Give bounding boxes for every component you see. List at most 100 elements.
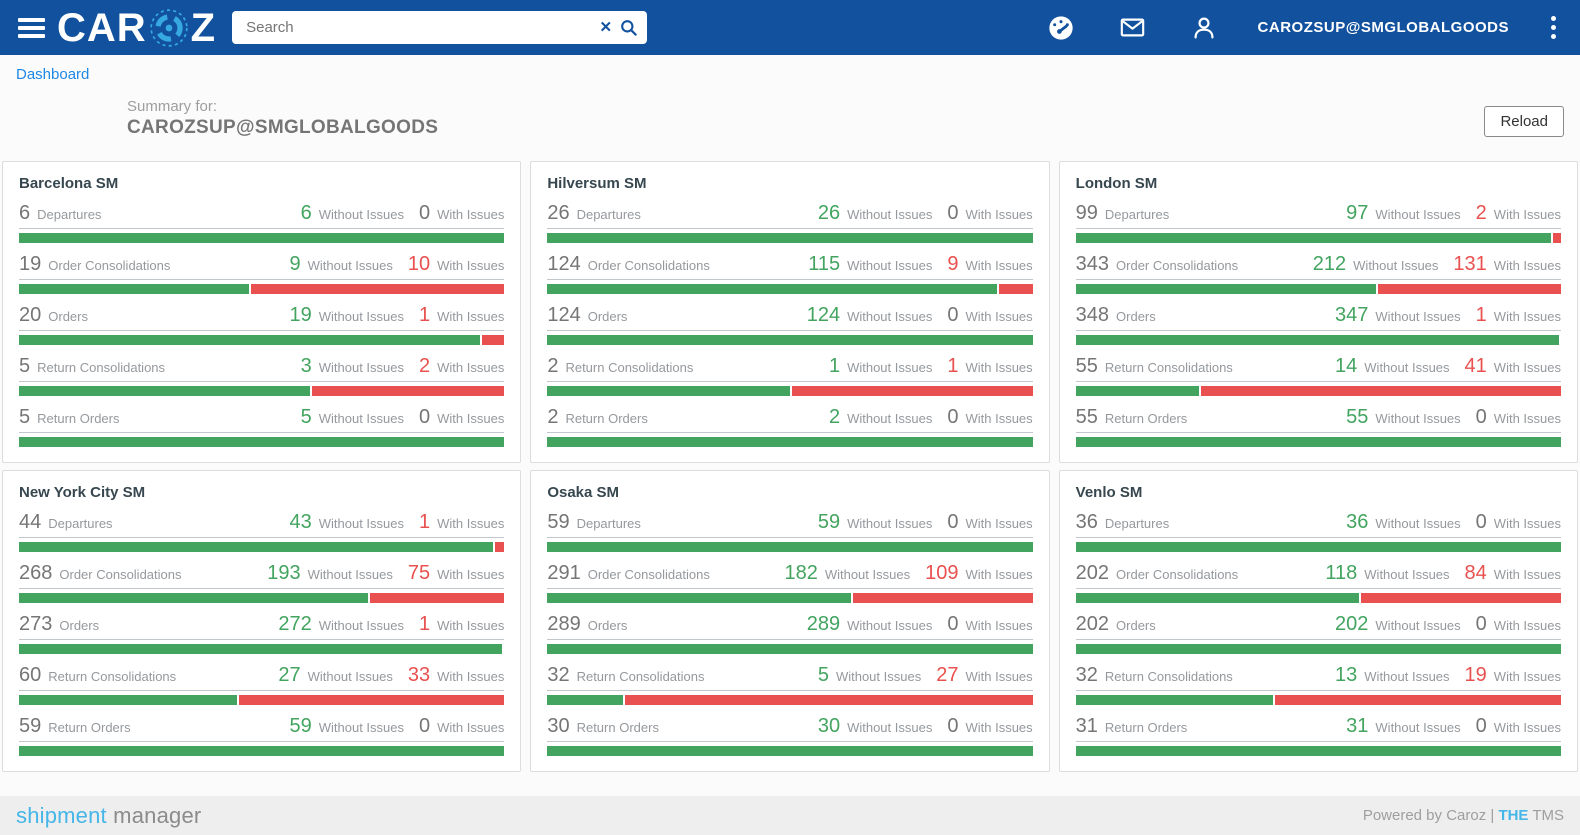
without-issues-count: 1 [828,355,841,377]
card-title: Hilversum SM [547,175,647,192]
metric-left: 32 Return Consolidations [1076,664,1233,688]
kebab-menu-icon[interactable] [1545,14,1562,41]
without-issues-count: 30 [817,715,841,737]
without-issues-label: Without Issues [847,618,933,633]
with-issues-label: With Issues [965,207,1033,222]
metric-right: 2 Without Issues 0 With Issues [829,406,1033,430]
search-input[interactable] [244,18,600,37]
with-issues-label: With Issues [1493,618,1561,633]
metric-left: 36 Departures [1076,511,1170,535]
with-issues-label: With Issues [965,360,1033,375]
without-issues-label: Without Issues [318,618,405,633]
with-issues-count: 1 [419,613,431,635]
metric-left: 26 Departures [547,202,641,226]
without-issues-label: Without Issues [1353,258,1439,273]
with-issues-label: With Issues [1493,411,1561,426]
metric-label: Orders [1116,618,1156,633]
metric-row: 32 Return Consolidations 5 Without Issue… [547,664,1033,705]
bar-with-issues [495,542,505,552]
metric-right: 9 Without Issues 10 With Issues [290,253,505,277]
metric-row: 36 Departures 36 Without Issues 0 With I… [1075,511,1561,552]
with-issues-label: With Issues [965,258,1033,273]
row-divider [547,228,1033,229]
without-issues-label: Without Issues [1364,669,1450,684]
metric-left: 202 Orders [1076,613,1156,637]
with-issues-count: 109 [925,562,959,584]
breadcrumb-dashboard-link[interactable]: Dashboard [16,66,90,83]
metric-right: 182 Without Issues 109 With Issues [784,562,1032,586]
metric-right: 289 Without Issues 0 With Issues [807,613,1033,637]
card-rows: 44 Departures 43 Without Issues 1 With I… [19,511,505,756]
progress-bar [1075,335,1561,345]
with-issues-count: 1 [1475,304,1487,326]
metric-left: 5 Return Consolidations [19,355,165,379]
without-issues-label: Without Issues [847,411,933,426]
metric-text: 32 Return Consolidations 13 Without Issu… [1076,664,1561,688]
summary-card: Osaka SM 59 Departures 59 Without Issues… [530,470,1050,772]
with-issues-label: With Issues [437,258,505,273]
metric-right: 115 Without Issues 9 With Issues [808,253,1032,277]
caroz-logo[interactable]: CAR Z [57,7,216,49]
metric-left: 273 Orders [19,613,99,637]
metric-left: 2 Return Consolidations [547,355,693,379]
bar-without-issues [547,644,1033,654]
row-divider [1075,537,1561,538]
metric-right: 30 Without Issues 0 With Issues [818,715,1033,739]
with-issues-count: 84 [1464,562,1487,584]
metric-text: 2 Return Consolidations 1 Without Issues… [547,355,1032,379]
mail-icon[interactable] [1119,14,1146,41]
bar-without-issues [1075,284,1376,294]
without-issues-count: 202 [1335,613,1369,635]
metric-count: 32 [547,664,570,686]
metric-text: 55 Return Orders 55 Without Issues 0 Wit… [1076,406,1561,430]
metric-row: 2 Return Orders 2 Without Issues 0 With … [547,406,1033,447]
bar-with-issues [1274,695,1561,705]
metric-left: 32 Return Consolidations [547,664,704,688]
bar-without-issues [1075,386,1200,396]
metric-right: 193 Without Issues 75 With Issues [267,562,504,586]
metric-left: 348 Orders [1076,304,1156,328]
metric-right: 55 Without Issues 0 With Issues [1346,406,1561,430]
with-issues-label: With Issues [437,567,505,582]
metric-count: 124 [547,253,581,275]
metric-right: 212 Without Issues 131 With Issues [1313,253,1561,277]
navbar-right-group: CAROZSUP@SMGLOBALGOODS [1003,14,1562,42]
bar-without-issues [19,386,311,396]
without-issues-label: Without Issues [318,360,405,375]
bar-with-issues [370,593,505,603]
metric-count: 36 [1075,511,1098,533]
bar-without-issues [19,437,505,447]
user-email[interactable]: CAROZSUP@SMGLOBALGOODS [1257,19,1509,36]
summary-card: Hilversum SM 26 Departures 26 Without Is… [530,161,1050,463]
without-issues-count: 193 [267,562,301,584]
without-issues-count: 212 [1312,253,1347,275]
bar-without-issues [1075,542,1561,552]
without-issues-count: 2 [828,406,841,428]
clear-search-icon[interactable]: ✕ [599,19,613,36]
bar-without-issues [547,386,790,396]
speedometer-icon[interactable] [1047,14,1075,42]
person-icon[interactable] [1190,14,1218,42]
metric-text: 124 Orders 124 Without Issues 0 With Iss… [547,304,1032,328]
brand-text-prefix: CAR [57,5,147,50]
metric-label: Order Consolidations [587,567,710,582]
without-issues-label: Without Issues [318,411,405,426]
with-issues-count: 0 [1475,613,1487,635]
with-issues-count: 0 [947,202,959,224]
metric-left: 124 Orders [547,304,627,328]
metric-text: 124 Order Consolidations 115 Without Iss… [547,253,1032,277]
row-divider [19,279,505,280]
without-issues-label: Without Issues [307,669,393,684]
without-issues-label: Without Issues [318,309,405,324]
metric-left: 59 Return Orders [19,715,131,739]
metric-row: 348 Orders 347 Without Issues 1 With Iss… [1075,304,1561,345]
metric-count: 273 [19,613,53,635]
metric-label: Return Consolidations [565,360,694,375]
bar-without-issues [19,695,238,705]
footer: shipment manager Powered by Caroz | THE … [0,796,1580,835]
hamburger-menu-icon[interactable] [18,17,45,38]
metric-label: Return Consolidations [576,669,705,684]
reload-button[interactable]: Reload [1484,106,1564,137]
search-icon[interactable] [619,18,638,37]
footer-brand: shipment manager [16,803,201,829]
